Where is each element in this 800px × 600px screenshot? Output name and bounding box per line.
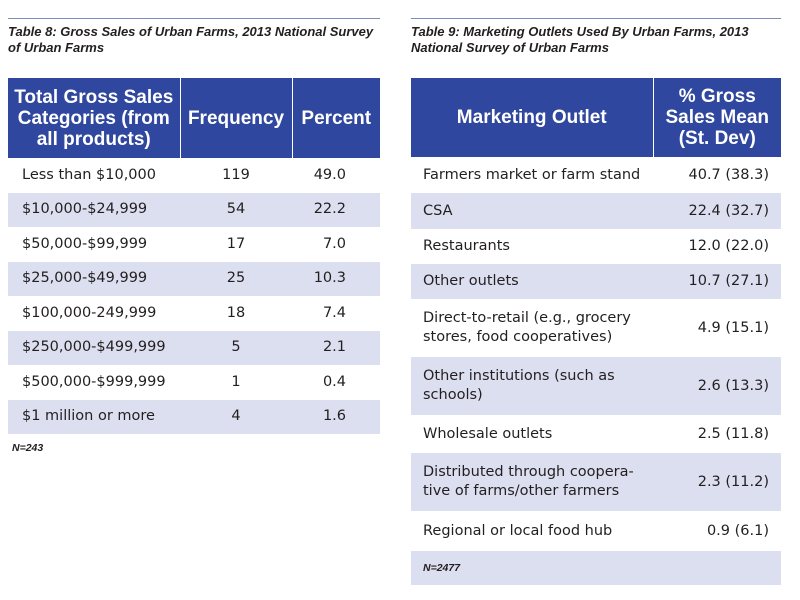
table-row: CSA 22.4 (32.7) — [411, 193, 781, 229]
cell-category: $25,000-$49,999 — [8, 261, 180, 296]
table8-panel: Table 8: Gross Sales of Urban Farms, 201… — [8, 18, 380, 454]
cell-outlet: Other institutions (such as schools) — [411, 357, 653, 415]
cell-mean: 2.3 (11.2) — [653, 453, 781, 511]
cell-frequency: 54 — [180, 192, 292, 227]
cell-frequency: 5 — [180, 330, 292, 365]
cell-percent: 0.4 — [322, 373, 346, 390]
header-categories: Total Gross Sales Categories (from all p… — [8, 78, 180, 158]
cell-frequency: 119 — [222, 166, 250, 183]
cell-outlet: Direct-to-retail (e.g., grocery stores, … — [423, 310, 631, 345]
cell-frequency: 25 — [180, 261, 292, 296]
cell-category: $10,000-$24,999 — [8, 192, 180, 227]
table8-header-row: Total Gross Sales Categories (from all p… — [8, 78, 380, 158]
table-row: Wholesale outlets 2.5 (11.8) — [411, 415, 781, 453]
header-percent: Percent — [291, 78, 380, 158]
cell-mean: 10.7 (27.1) — [653, 264, 781, 299]
cell-percent: 49.0 — [313, 166, 346, 183]
cell-outlet: Restaurants — [423, 238, 510, 254]
gross-sales-table: Total Gross Sales Categories (from all p… — [8, 78, 380, 434]
cell-outlet: Other outlets — [411, 264, 653, 299]
table-row: $500,000-$999,999 1 0.4 — [8, 365, 380, 400]
table-row: Other institutions (such as schools) 2.6… — [411, 357, 781, 415]
table-row: Less than $10,000 119 49.0 — [8, 158, 380, 193]
cell-category: $100,000-249,999 — [22, 304, 157, 321]
table-row: Direct-to-retail (e.g., grocery stores, … — [411, 299, 781, 357]
cell-category: $500,000-$999,999 — [22, 373, 166, 390]
table-row: $25,000-$49,999 25 10.3 — [8, 261, 380, 296]
cell-percent: 2.1 — [292, 330, 380, 365]
table-row: Distributed through coopera-tive of farm… — [411, 453, 781, 511]
cell-category: $250,000-$499,999 — [8, 330, 180, 365]
table8-sample-size-note: N=243 — [12, 442, 44, 454]
cell-mean: 12.0 (22.0) — [688, 238, 770, 254]
cell-frequency: 18 — [226, 304, 246, 321]
header-frequency: Frequency — [179, 78, 292, 158]
marketing-outlets-table: Marketing Outlet % Gross Sales Mean (St.… — [411, 78, 781, 585]
cell-outlet: Distributed through coopera-tive of farm… — [411, 453, 653, 511]
cell-outlet: Wholesale outlets — [423, 425, 553, 442]
table9-note-row: N=2477 — [411, 551, 781, 585]
table-row: Restaurants 12.0 (22.0) — [411, 229, 781, 264]
cell-outlet: Regional or local food hub — [423, 522, 613, 539]
table-row: $1 million or more 4 1.6 — [8, 399, 380, 434]
header-gross-sales-mean: % Gross Sales Mean (St. Dev) — [652, 78, 781, 157]
cell-percent: 22.2 — [292, 192, 380, 227]
cell-frequency: 4 — [180, 399, 292, 434]
table9-panel: Table 9: Marketing Outlets Used By Urban… — [411, 18, 781, 585]
table-row: $50,000-$99,999 17 7.0 — [8, 227, 380, 262]
cell-frequency: 17 — [226, 235, 246, 252]
header-marketing-outlet: Marketing Outlet — [411, 78, 653, 157]
cell-percent: 7.4 — [322, 304, 346, 321]
table-row: Farmers market or farm stand 40.7 (38.3) — [411, 157, 781, 193]
cell-mean: 40.7 (38.3) — [688, 166, 770, 183]
cell-mean: 22.4 (32.7) — [653, 193, 781, 229]
table9-caption: Table 9: Marketing Outlets Used By Urban… — [411, 24, 749, 55]
table-row: Other outlets 10.7 (27.1) — [411, 264, 781, 299]
cell-mean: 2.6 (13.3) — [653, 357, 781, 415]
cell-outlet: Farmers market or farm stand — [423, 166, 641, 183]
table-row: $10,000-$24,999 54 22.2 — [8, 192, 380, 227]
table9-top-rule — [411, 18, 781, 19]
cell-category: $1 million or more — [8, 399, 180, 434]
table9-sample-size-note: N=2477 — [423, 562, 461, 574]
cell-percent: 1.6 — [292, 399, 380, 434]
cell-outlet: CSA — [411, 193, 653, 229]
cell-mean: 2.5 (11.8) — [697, 425, 769, 442]
table9-header-row: Marketing Outlet % Gross Sales Mean (St.… — [411, 78, 781, 157]
table-row: $250,000-$499,999 5 2.1 — [8, 330, 380, 365]
cell-percent: 10.3 — [292, 261, 380, 296]
cell-percent: 7.0 — [322, 235, 346, 252]
table8-top-rule — [8, 18, 380, 19]
cell-category: Less than $10,000 — [22, 166, 156, 183]
cell-mean: 4.9 (15.1) — [697, 319, 769, 336]
cell-mean: 0.9 (6.1) — [706, 522, 769, 539]
cell-frequency: 1 — [231, 373, 241, 390]
table-row: Regional or local food hub 0.9 (6.1) — [411, 511, 781, 551]
table8-caption: Table 8: Gross Sales of Urban Farms, 201… — [8, 24, 374, 55]
cell-category: $50,000-$99,999 — [22, 235, 148, 252]
table-row: $100,000-249,999 18 7.4 — [8, 296, 380, 331]
